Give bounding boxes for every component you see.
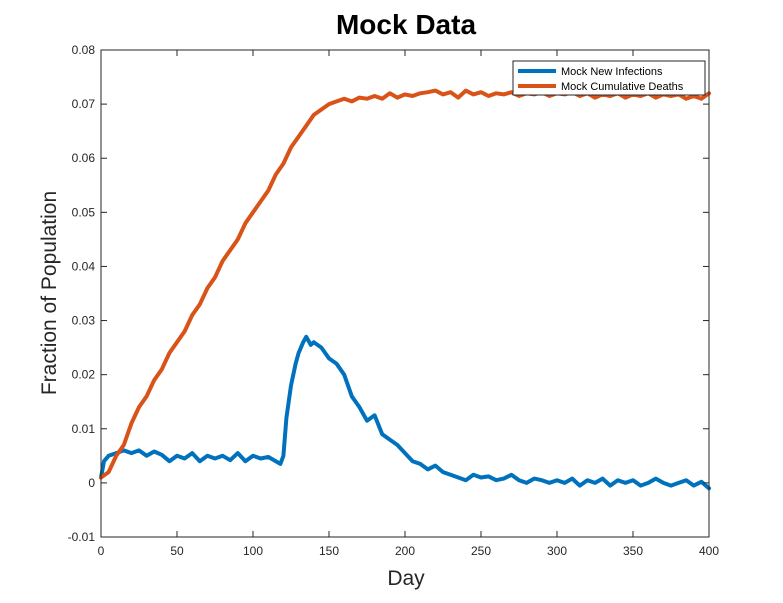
legend-label-1: Mock New Infections [561, 66, 663, 78]
x-tick-label: 350 [623, 544, 643, 558]
x-tick-label: 250 [471, 544, 491, 558]
legend: Mock New Infections Mock Cumulative Death… [512, 60, 706, 96]
y-tick-label: 0.07 [72, 97, 96, 111]
legend-box [512, 60, 706, 96]
y-tick-label: 0.08 [72, 43, 96, 57]
x-tick-label: 150 [319, 544, 339, 558]
ticks-layer: 0 50 100 150 200 250 300 350 400-0.0100.010.020.… [68, 43, 720, 558]
x-tick-label: 50 [170, 544, 184, 558]
x-tick-label: 400 [699, 544, 719, 558]
series-line-1 [99, 334, 711, 491]
plot-area [101, 50, 709, 537]
y-tick-label: 0.01 [72, 422, 96, 436]
y-tick-label: 0.05 [72, 205, 96, 219]
x-tick-label: 100 [243, 544, 263, 558]
y-tick-label: 0.06 [72, 151, 96, 165]
x-tick-label: 200 [395, 544, 415, 558]
chart-title: Mock Data [336, 9, 476, 40]
y-tick-label: 0.04 [72, 259, 96, 273]
y-tick-label: -0.01 [68, 530, 96, 544]
y-axis-label: Fraction of Population [38, 191, 61, 395]
x-tick-label: 300 [547, 544, 567, 558]
y-tick-label: 0 [88, 476, 95, 490]
y-tick-label: 0.02 [72, 368, 96, 382]
x-tick-label: 0 [98, 544, 105, 558]
y-tick-label: 0.03 [72, 314, 96, 328]
legend-label-2: Mock Cumulative Deaths [561, 81, 684, 93]
x-axis-label: Day [387, 567, 425, 590]
